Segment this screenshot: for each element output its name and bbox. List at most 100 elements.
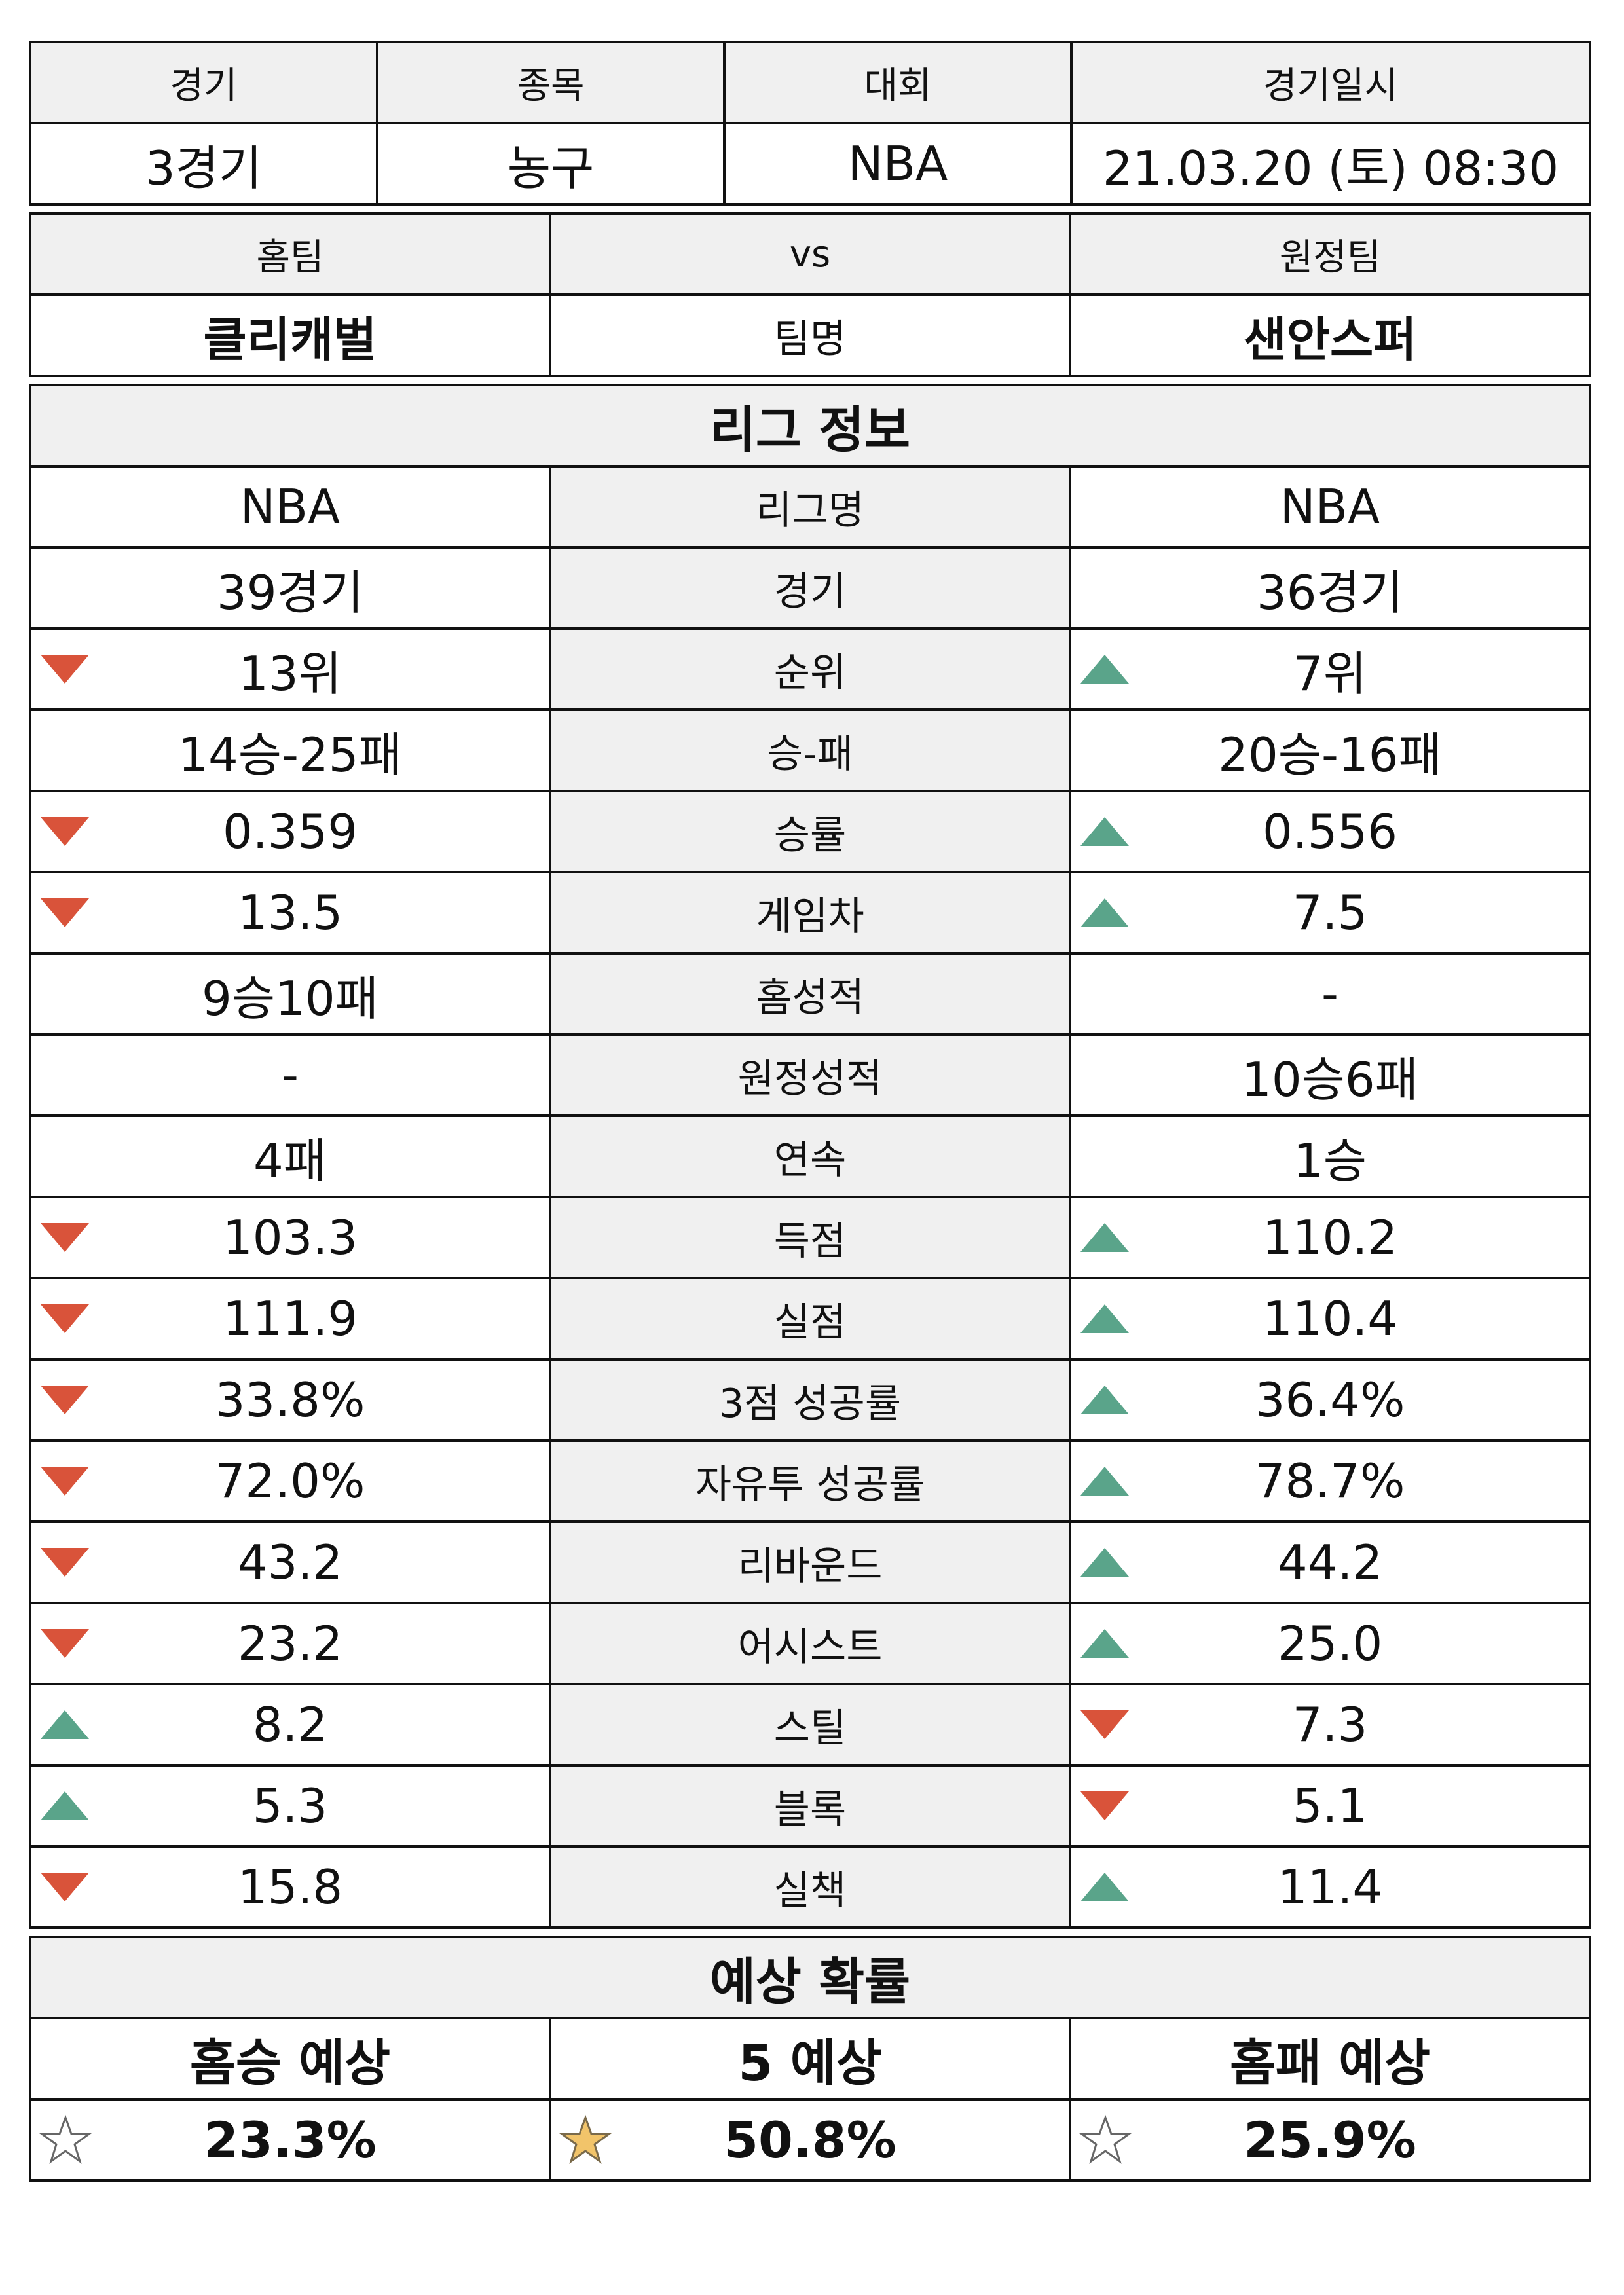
header-datetime: 경기일시 <box>1070 41 1591 124</box>
stat-label: 자유투 성공률 <box>549 1439 1071 1523</box>
away-stat-cell: 110.4 <box>1068 1277 1592 1361</box>
down-triangle-icon <box>38 893 92 932</box>
away-stat-value: 36.4% <box>1255 1372 1405 1427</box>
home-stat-cell: 111.9 <box>29 1277 551 1361</box>
game-number: 3경기 <box>29 122 378 206</box>
home-stat-value: 5.3 <box>252 1778 328 1833</box>
stat-row: 111.9 실점 110.4 <box>29 1277 1592 1361</box>
stat-row: 9승10패 홈성적 - <box>29 952 1592 1036</box>
down-triangle-icon <box>38 1218 92 1257</box>
away-stat-cell: - <box>1068 952 1592 1036</box>
stat-label: 리그명 <box>549 465 1071 549</box>
home-stat-cell: NBA <box>29 465 551 549</box>
away-stat-value: 25.0 <box>1277 1616 1383 1671</box>
home-win-probability: 23.3% <box>204 2110 377 2169</box>
star-filled-icon <box>559 2114 612 2166</box>
stat-row: 103.3 득점 110.2 <box>29 1196 1592 1279</box>
home-win-cell: 23.3% <box>29 2098 551 2182</box>
away-stat-value: NBA <box>1280 479 1380 534</box>
teams-header-row: 홈팀 vs 원정팀 <box>29 212 1591 296</box>
up-triangle-icon <box>38 1786 92 1826</box>
down-triangle-icon <box>1078 1786 1132 1826</box>
away-stat-cell: 0.556 <box>1068 790 1592 873</box>
away-stat-value: 11.4 <box>1277 1860 1383 1915</box>
up-triangle-icon <box>1078 1867 1132 1907</box>
away-stat-cell: 7.3 <box>1068 1683 1592 1767</box>
home-stat-cell: 14승-25패 <box>29 708 551 792</box>
stat-row: 13.5 게임차 7.5 <box>29 871 1592 955</box>
down-triangle-icon <box>38 650 92 689</box>
home-team-name: 클리캐벌 <box>29 293 551 377</box>
down-triangle-icon <box>38 1299 92 1338</box>
away-stat-cell: 10승6패 <box>1068 1033 1592 1117</box>
stat-label: 게임차 <box>549 871 1071 955</box>
up-triangle-icon <box>38 1705 92 1744</box>
competition-name: NBA <box>723 122 1073 206</box>
home-stat-value: 72.0% <box>215 1454 365 1509</box>
stat-row: 72.0% 자유투 성공률 78.7% <box>29 1439 1592 1523</box>
home-stat-value: 9승10패 <box>202 970 378 1026</box>
stat-label: 블록 <box>549 1764 1071 1848</box>
up-triangle-icon <box>1078 1218 1132 1257</box>
home-stat-cell: 13.5 <box>29 871 551 955</box>
up-triangle-icon <box>1078 1543 1132 1582</box>
home-stat-value: 13.5 <box>237 885 343 940</box>
away-team-label: 원정팀 <box>1069 212 1591 296</box>
away-stat-cell: 5.1 <box>1068 1764 1592 1848</box>
stat-row: 5.3 블록 5.1 <box>29 1764 1592 1848</box>
home-stat-value: 23.2 <box>237 1616 343 1671</box>
away-stat-value: 36경기 <box>1256 564 1404 620</box>
stat-label: 승-패 <box>549 708 1071 792</box>
home-stat-cell: 9승10패 <box>29 952 551 1036</box>
home-stat-value: 0.359 <box>222 804 358 859</box>
stat-row: 15.8 실책 11.4 <box>29 1845 1592 1929</box>
home-stat-cell: 5.3 <box>29 1764 551 1848</box>
team-name-label: 팀명 <box>549 293 1071 377</box>
game-info-header-row: 경기 종목 대회 경기일시 <box>29 41 1591 124</box>
away-stat-cell: 7위 <box>1068 627 1592 711</box>
home-stat-cell: 72.0% <box>29 1439 551 1523</box>
away-stat-cell: 25.0 <box>1068 1602 1592 1685</box>
home-stat-cell: 39경기 <box>29 546 551 630</box>
home-stat-value: 39경기 <box>216 564 364 620</box>
stat-row: 23.2 어시스트 25.0 <box>29 1602 1592 1685</box>
home-stat-cell: 4패 <box>29 1114 551 1198</box>
away-stat-cell: 78.7% <box>1068 1439 1592 1523</box>
away-stat-value: 1승 <box>1293 1133 1367 1188</box>
draw-cell: 50.8% <box>549 2098 1071 2182</box>
away-stat-value: 5.1 <box>1292 1778 1368 1833</box>
away-stat-value: - <box>1321 966 1338 1021</box>
away-stat-value: 20승-16패 <box>1218 727 1442 782</box>
home-stat-value: 111.9 <box>222 1291 358 1346</box>
star-outline-icon <box>1079 2114 1132 2166</box>
home-stat-cell: 33.8% <box>29 1358 551 1442</box>
away-team-name: 샌안스퍼 <box>1069 293 1591 377</box>
home-stat-value: 33.8% <box>215 1372 365 1427</box>
stat-label: 득점 <box>549 1196 1071 1279</box>
league-section-title: 리그 정보 <box>28 384 1592 468</box>
home-stat-value: 103.3 <box>222 1210 358 1265</box>
vs-label: vs <box>549 212 1071 296</box>
game-info-table: 경기 종목 대회 경기일시 3경기 농구 NBA 21.03.20 (토) 08… <box>29 41 1591 206</box>
stat-row: 0.359 승률 0.556 <box>29 790 1592 873</box>
away-stat-cell: 1승 <box>1068 1114 1592 1198</box>
home-loss-label: 홈패 예상 <box>1068 2017 1592 2101</box>
stat-label: 홈성적 <box>549 952 1071 1036</box>
prediction-header-row: 홈승 예상 5 예상 홈패 예상 <box>29 2017 1592 2101</box>
away-stat-cell: 44.2 <box>1068 1520 1592 1604</box>
prediction-section-header: 예상 확률 <box>28 1936 1592 2019</box>
down-triangle-icon <box>38 1380 92 1420</box>
stat-label: 어시스트 <box>549 1602 1071 1685</box>
stat-label: 연속 <box>549 1114 1071 1198</box>
home-stat-value: NBA <box>240 479 341 534</box>
stat-label: 경기 <box>549 546 1071 630</box>
down-triangle-icon <box>38 1543 92 1582</box>
away-stat-cell: NBA <box>1068 465 1592 549</box>
stat-row: 8.2 스틸 7.3 <box>29 1683 1592 1767</box>
up-triangle-icon <box>1078 1624 1132 1663</box>
down-triangle-icon <box>1078 1705 1132 1744</box>
game-datetime: 21.03.20 (토) 08:30 <box>1070 122 1591 206</box>
away-stat-value: 78.7% <box>1255 1454 1405 1509</box>
stat-label: 원정성적 <box>549 1033 1071 1117</box>
stat-label: 실책 <box>549 1845 1071 1929</box>
